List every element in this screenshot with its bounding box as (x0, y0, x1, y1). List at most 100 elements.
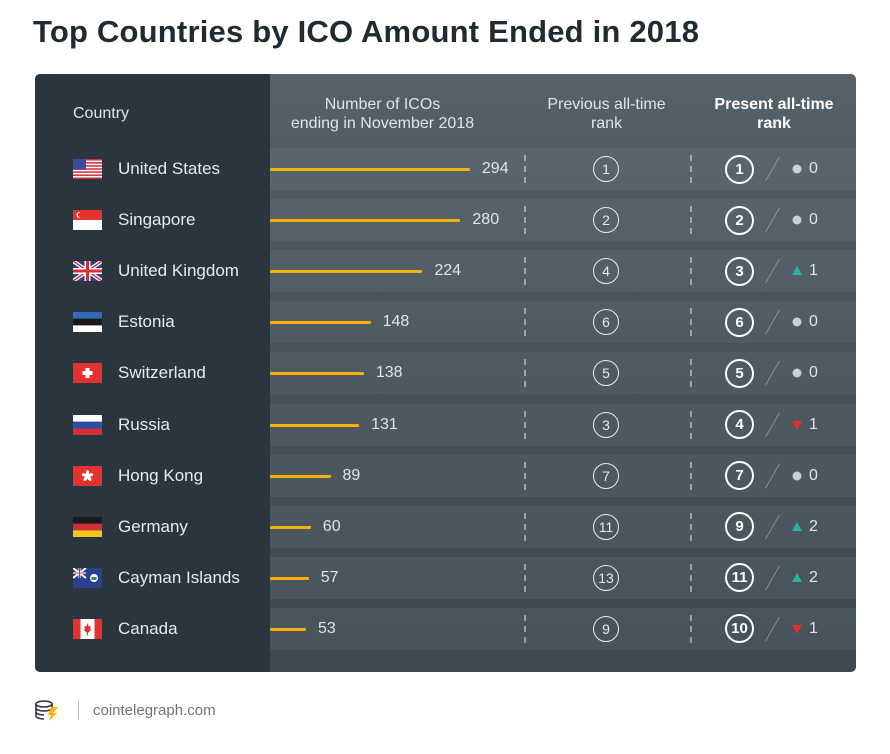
count-divider (524, 257, 526, 286)
country-header: Country (73, 105, 130, 122)
germany-flag-icon (73, 516, 102, 537)
rank-divider (690, 257, 692, 286)
country-name: Russia (118, 414, 170, 434)
present-rank-header-line2: rank (757, 115, 791, 132)
previous-rank-badge: 4 (593, 258, 619, 285)
rank-divider (690, 308, 692, 337)
rank-divider (690, 410, 692, 439)
row-stripe (270, 556, 856, 599)
rank-change-value: 1 (809, 619, 818, 637)
present-rank-badge: 4 (725, 410, 754, 439)
count-header: Number of ICOs ending in November 2018 (270, 95, 495, 133)
count-header-line1: Number of ICOs (324, 96, 441, 113)
ico-count-bar (270, 576, 309, 580)
present-rank-badge: 6 (725, 307, 754, 337)
estonia-flag-icon (73, 312, 102, 333)
country-name: Estonia (118, 312, 175, 332)
rank-neutral-icon (791, 316, 803, 328)
row-stripe (270, 403, 856, 446)
footer-separator (78, 700, 79, 720)
rank-down-icon (791, 623, 803, 635)
rank-change-value: 0 (809, 313, 818, 331)
previous-rank-badge: 2 (593, 207, 619, 234)
previous-rank-badge: 1 (593, 156, 619, 182)
rank-neutral-icon (791, 214, 803, 226)
ico-count-bar (270, 168, 470, 171)
previous-rank-badge: 3 (593, 411, 619, 438)
rank-divider (690, 512, 692, 541)
country-name: Germany (118, 516, 188, 536)
count-divider (524, 512, 526, 541)
ico-count-label: 53 (318, 619, 336, 637)
previous-rank-header: Previous all-time rank (535, 95, 678, 133)
ico-count-bar (270, 219, 461, 223)
rank-up-icon (791, 521, 803, 533)
count-divider (524, 461, 526, 490)
hong-kong-flag-icon (73, 465, 102, 486)
russia-flag-icon (73, 414, 102, 435)
rank-neutral-icon (791, 163, 803, 175)
ico-count-label: 280 (472, 211, 500, 229)
uk-flag-icon (73, 261, 102, 282)
previous-rank-header-line2: rank (590, 115, 623, 132)
rank-change-value: 2 (809, 517, 818, 535)
count-divider (524, 410, 526, 439)
cayman-islands-flag-icon (73, 567, 102, 588)
cointelegraph-logo-icon (34, 696, 60, 722)
us-flag-icon (73, 159, 102, 179)
rank-up-icon (791, 572, 803, 584)
previous-rank-badge: 5 (593, 360, 619, 387)
present-rank-badge: 10 (725, 614, 754, 644)
count-header-line2: ending in November 2018 (290, 115, 475, 132)
rank-change-value: 0 (809, 364, 818, 382)
row-stripe (270, 454, 856, 497)
row-stripe (270, 505, 856, 548)
ico-count-label: 138 (375, 364, 403, 382)
rank-change-value: 0 (809, 211, 818, 229)
ico-count-label: 60 (322, 517, 341, 535)
rank-divider (690, 461, 692, 490)
present-rank-badge: 2 (725, 205, 754, 235)
country-name: Switzerland (118, 363, 206, 383)
country-name: Cayman Islands (118, 567, 240, 587)
previous-rank-badge: 13 (593, 564, 619, 591)
canada-flag-icon (73, 618, 102, 639)
rank-divider (690, 155, 692, 183)
switzerland-flag-icon (73, 363, 102, 384)
rank-neutral-icon (791, 470, 803, 482)
rank-change-value: 0 (809, 466, 818, 484)
present-rank-header-line1: Present all-time (714, 96, 834, 113)
row-stripe (270, 352, 856, 395)
present-rank-badge: 3 (725, 256, 754, 286)
previous-rank-badge: 7 (593, 462, 619, 489)
ranking-table: Country Number of ICOs ending in Novembe… (35, 74, 856, 672)
previous-rank-badge: 11 (593, 513, 619, 540)
ico-count-label: 57 (320, 568, 339, 586)
count-divider (524, 614, 526, 643)
ico-count-bar (270, 474, 331, 478)
count-divider (524, 206, 526, 235)
rank-change-value: 1 (809, 262, 818, 280)
rank-divider (690, 614, 692, 643)
present-rank-badge: 5 (725, 358, 754, 388)
present-rank-badge: 11 (725, 563, 754, 593)
present-rank-badge: 1 (725, 154, 754, 184)
count-divider (524, 155, 526, 183)
country-name: Hong Kong (118, 465, 204, 485)
previous-rank-header-line1: Previous all-time (547, 96, 666, 113)
rank-neutral-icon (791, 367, 803, 379)
chart-title: Top Countries by ICO Amount Ended in 201… (33, 14, 700, 49)
previous-rank-badge: 9 (593, 615, 619, 642)
ico-count-label: 224 (434, 262, 462, 280)
present-rank-badge: 9 (725, 512, 754, 542)
ico-count-bar (270, 321, 371, 325)
footer-source: cointelegraph.com (93, 702, 216, 719)
rank-change-value: 0 (809, 160, 818, 177)
ico-count-label: 131 (371, 415, 398, 433)
ico-count-bar (270, 270, 423, 274)
rank-divider (690, 206, 692, 235)
rank-change-value: 2 (809, 568, 818, 586)
country-name: Singapore (118, 210, 196, 230)
country-name: Canada (118, 618, 178, 638)
rank-divider (690, 359, 692, 388)
